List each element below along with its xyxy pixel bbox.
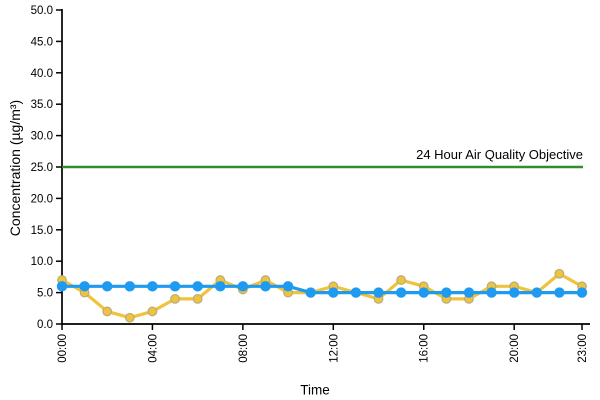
series-blue-point bbox=[554, 287, 565, 298]
series-blue-point bbox=[328, 287, 339, 298]
y-axis-title: Concentration (µg/m³) bbox=[7, 99, 23, 237]
series-blue-point bbox=[576, 287, 588, 298]
series-yellow-point bbox=[124, 312, 135, 323]
series-blue-point bbox=[79, 281, 90, 292]
x-tick-label: 16:00 bbox=[419, 334, 431, 363]
series-yellow-point bbox=[192, 293, 203, 304]
y-tick-label: 0.0 bbox=[37, 319, 53, 331]
x-tick-label: 20:00 bbox=[509, 334, 521, 363]
series-blue-point bbox=[350, 287, 362, 298]
series-blue-point bbox=[441, 287, 452, 298]
series-yellow-point bbox=[170, 293, 180, 304]
series-blue-point bbox=[147, 281, 158, 292]
x-tick-label: 08:00 bbox=[238, 334, 250, 363]
series-yellow-point bbox=[147, 306, 158, 317]
x-tick-label: 12:00 bbox=[328, 334, 340, 363]
y-tick-label: 30.0 bbox=[31, 131, 53, 143]
y-tick-label: 10.0 bbox=[31, 256, 53, 268]
y-tick-label: 25.0 bbox=[31, 162, 53, 174]
series-yellow-point bbox=[396, 275, 407, 285]
series-blue-point bbox=[192, 281, 203, 292]
series-blue-point bbox=[237, 281, 249, 292]
y-tick-label: 15.0 bbox=[31, 225, 53, 237]
y-tick-label: 35.0 bbox=[31, 99, 53, 111]
series-blue-point bbox=[56, 281, 68, 292]
series-blue-point bbox=[463, 287, 475, 298]
series-yellow-point bbox=[554, 268, 565, 279]
series-blue-point bbox=[373, 287, 384, 298]
series-blue-point bbox=[124, 281, 136, 292]
objective-annotation: 24 Hour Air Quality Objective bbox=[416, 147, 583, 162]
series-blue-point bbox=[531, 287, 542, 298]
series-blue-point bbox=[395, 287, 407, 298]
series-blue-point bbox=[305, 287, 316, 298]
x-tick-label: 23:00 bbox=[577, 334, 589, 363]
x-tick-label: 04:00 bbox=[147, 334, 159, 363]
series-blue-point bbox=[169, 281, 181, 292]
y-tick-label: 45.0 bbox=[31, 36, 53, 48]
series-blue-point bbox=[282, 281, 294, 292]
series-blue-point bbox=[102, 281, 113, 292]
y-tick-label: 40.0 bbox=[31, 68, 53, 80]
series-yellow-point bbox=[102, 306, 113, 317]
series-blue-point bbox=[508, 287, 520, 298]
x-tick-label: 00:00 bbox=[57, 334, 69, 363]
series-blue-point bbox=[418, 287, 429, 298]
series-blue-point bbox=[260, 281, 271, 292]
series-blue-point bbox=[215, 281, 226, 292]
series-blue-point bbox=[486, 287, 497, 298]
y-tick-label: 5.0 bbox=[37, 288, 53, 300]
series-yellow-line bbox=[60, 272, 584, 320]
y-tick-label: 50.0 bbox=[31, 5, 53, 17]
y-tick-label: 20.0 bbox=[31, 193, 53, 205]
x-axis-title: Time bbox=[300, 382, 330, 398]
